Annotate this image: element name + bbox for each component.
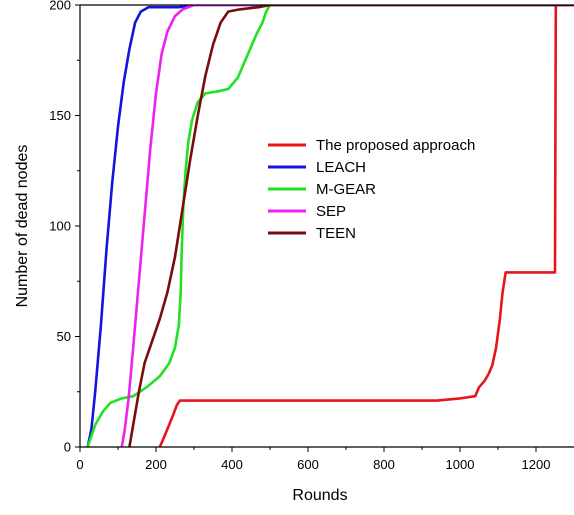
legend-entry-label: The proposed approach bbox=[316, 137, 475, 154]
x-tick-label: 1200 bbox=[522, 457, 551, 472]
y-tick-label: 100 bbox=[49, 219, 71, 234]
x-tick-label: 200 bbox=[145, 457, 167, 472]
y-tick-label: 200 bbox=[49, 0, 71, 13]
legend: The proposed approach LEACH M-GEAR SEP TEEN bbox=[268, 137, 475, 242]
y-axis-title: Number of dead nodes bbox=[14, 145, 31, 308]
legend-entry-label: LEACH bbox=[316, 159, 366, 176]
x-tick-label: 1000 bbox=[446, 457, 475, 472]
y-tick-label: 0 bbox=[64, 440, 71, 455]
x-tick-label: 0 bbox=[76, 457, 83, 472]
legend-entry-label: TEEN bbox=[316, 225, 356, 242]
y-tick-label: 50 bbox=[57, 329, 71, 344]
x-tick-label: 800 bbox=[373, 457, 395, 472]
series-line-2 bbox=[86, 5, 574, 447]
y-tick-label: 150 bbox=[49, 108, 71, 123]
x-axis-title: Rounds bbox=[292, 487, 347, 504]
x-tick-label: 600 bbox=[297, 457, 319, 472]
x-tick-label: 400 bbox=[221, 457, 243, 472]
series-line-1 bbox=[158, 5, 574, 447]
series-line-4 bbox=[120, 5, 574, 447]
legend-entry-label: M-GEAR bbox=[316, 181, 376, 198]
legend-entry-label: SEP bbox=[316, 203, 346, 220]
series-line-5 bbox=[128, 5, 574, 447]
